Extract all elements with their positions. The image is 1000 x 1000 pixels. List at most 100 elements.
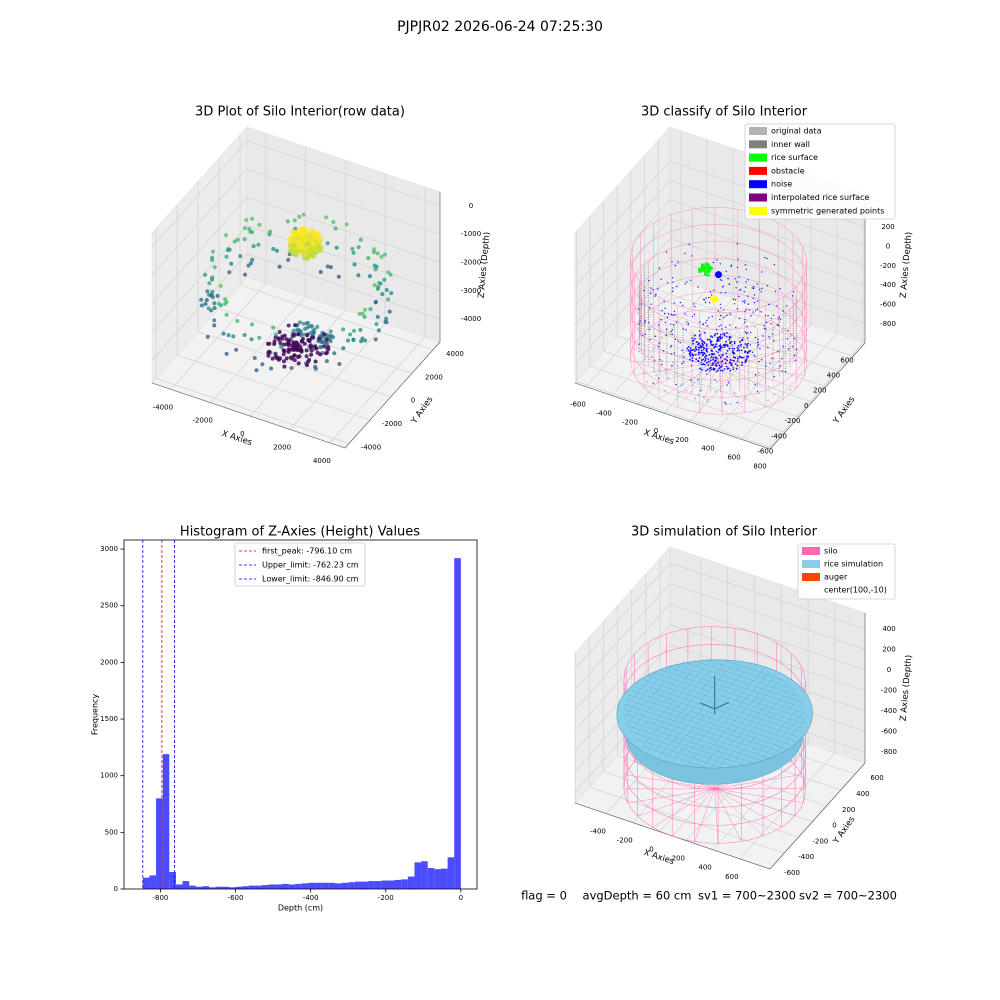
point-illustration: [671, 261, 673, 263]
z-tick-label: 0: [886, 242, 890, 250]
legend-label: original data: [771, 127, 822, 136]
point-illustration: [723, 332, 726, 335]
point-illustration: [700, 361, 702, 364]
point-illustration: [701, 354, 704, 357]
point-illustration: [206, 306, 211, 311]
point-illustration: [700, 263, 704, 267]
point-illustration: [256, 242, 261, 247]
z-tick-label: 0: [887, 666, 891, 674]
z-tick-label: -400: [881, 707, 897, 715]
point-illustration: [752, 311, 754, 313]
x-tick-label: 800: [753, 462, 766, 470]
y-tick-label: 4000: [446, 350, 464, 358]
point-illustration: [725, 403, 727, 405]
y-tick-label: 500: [105, 828, 118, 836]
point-illustration: [289, 366, 294, 370]
point-illustration: [328, 329, 333, 334]
point-illustration: [683, 356, 685, 358]
bar: [189, 885, 196, 889]
point-illustration: [743, 346, 745, 349]
point-illustration: [238, 254, 243, 259]
point-illustration: [209, 276, 214, 281]
point-illustration: [382, 252, 387, 257]
point-illustration: [663, 301, 665, 303]
point-illustration: [749, 331, 752, 334]
silo-floor-spoke: [714, 788, 782, 828]
bar: [427, 868, 435, 889]
point-illustration: [305, 256, 310, 262]
point-illustration: [765, 321, 768, 324]
point-illustration: [360, 311, 365, 316]
point-illustration: [310, 238, 316, 243]
point-illustration: [714, 391, 717, 393]
point-illustration: [730, 364, 733, 367]
point-illustration: [301, 332, 306, 337]
point-illustration: [765, 328, 767, 330]
point-illustration: [358, 237, 363, 242]
point-illustration: [224, 233, 228, 238]
point-illustration: [731, 344, 733, 346]
point-illustration: [679, 301, 682, 304]
point-illustration: [712, 261, 715, 264]
point-illustration: [284, 356, 289, 361]
point-illustration: [736, 364, 739, 367]
silo-floor-spoke: [714, 774, 802, 790]
point-illustration: [710, 368, 713, 371]
legend-label: silo: [824, 547, 838, 556]
point-illustration: [714, 333, 717, 335]
bar: [182, 881, 190, 889]
point-illustration: [207, 281, 212, 286]
point-illustration: [726, 359, 729, 362]
point-illustration: [661, 309, 663, 312]
point-illustration: [658, 342, 661, 345]
point-illustration: [266, 350, 271, 355]
legend-swatch: [749, 193, 767, 202]
point-illustration: [751, 287, 753, 289]
grid-line: [616, 185, 813, 403]
point-illustration: [733, 360, 735, 362]
silo-floor-spoke: [658, 361, 719, 400]
point-illustration: [293, 323, 298, 328]
y-tick-label: 1500: [100, 715, 118, 723]
legend-label: center(100,-10): [824, 586, 887, 595]
point-illustration: [769, 337, 771, 340]
point-illustration: [260, 362, 265, 367]
point-illustration: [324, 337, 329, 342]
point-illustration: [674, 338, 677, 340]
point-illustration: [693, 348, 695, 351]
point-illustration: [702, 323, 705, 325]
x-axis-label: Depth (cm): [278, 904, 323, 913]
point-illustration: [657, 377, 660, 379]
point-illustration: [325, 350, 329, 355]
point-illustration: [683, 361, 685, 363]
point-illustration: [677, 261, 679, 263]
point-illustration: [694, 350, 696, 352]
point-illustration: [715, 370, 718, 373]
rice-mesh-line: [638, 682, 799, 738]
x-tick-label: 0: [240, 430, 244, 438]
point-illustration: [717, 369, 719, 372]
point-illustration: [250, 257, 255, 262]
status-text: flag = 0: [521, 889, 567, 903]
point-illustration: [211, 249, 215, 254]
x-tick-label: 0: [459, 894, 463, 902]
point-illustration: [384, 316, 389, 321]
bar: [407, 876, 415, 889]
point-illustration: [277, 330, 282, 334]
bar: [308, 882, 316, 889]
point-illustration: [699, 367, 702, 370]
grid-line: [739, 602, 836, 860]
point-illustration: [706, 361, 708, 364]
point-illustration: [337, 362, 342, 366]
point-illustration: [729, 359, 732, 361]
point-illustration: [720, 292, 722, 294]
point-illustration: [749, 344, 752, 346]
point-illustration: [690, 349, 692, 352]
point-illustration: [306, 320, 310, 325]
point-illustration: [711, 294, 713, 296]
point-illustration: [324, 359, 329, 364]
point-illustration: [653, 335, 656, 338]
point-illustration: [705, 322, 707, 324]
point-illustration: [322, 332, 327, 337]
point-illustration: [746, 325, 748, 328]
